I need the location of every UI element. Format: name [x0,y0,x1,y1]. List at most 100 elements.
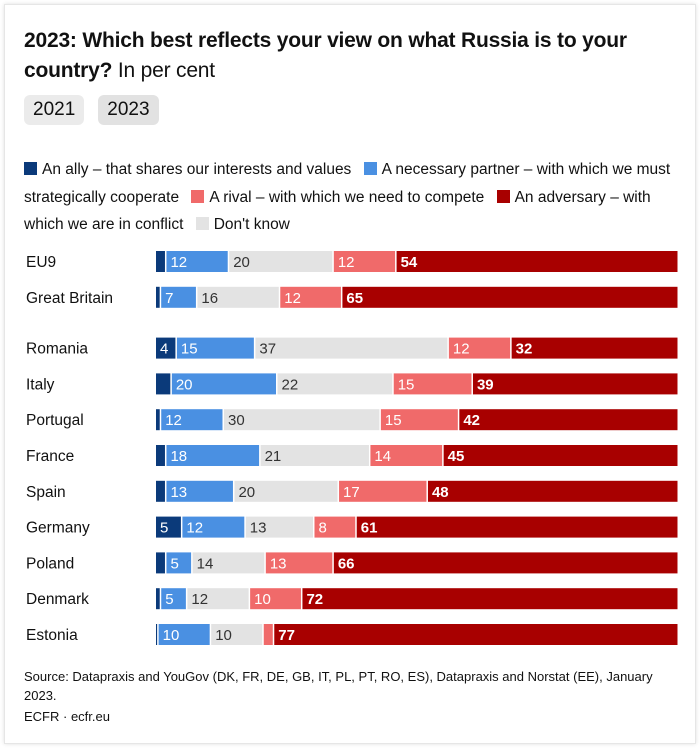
chart-legend: An ally – that shares our interests and … [24,156,674,239]
legend-item-ally: An ally – that shares our interests and … [24,161,351,178]
category-label-portugal: Portugal [26,412,84,429]
legend-swatch-partner [363,162,377,175]
bar-denmark-adversary [302,588,678,610]
bar-germany-partner [182,516,245,538]
value-label-great-britain-dontknow: 16 [201,290,218,307]
legend-swatch-adversary [496,189,510,203]
bar-spain-ally [156,480,165,502]
bar-france-partner [166,445,260,466]
year-toggle-2023[interactable]: 2023 [98,95,159,125]
bar-spain-dontknow [234,480,338,502]
value-label-germany-ally: 5 [160,520,168,537]
value-label-germany-dontknow: 13 [250,520,267,537]
bar-romania-adversary [511,337,678,359]
bar-spain-rival [339,480,427,502]
bar-romania-ally [156,337,176,359]
bar-estonia-partner [158,624,210,645]
year-toggle-group: 2021 2023 [24,95,159,125]
value-label-portugal-partner: 12 [165,412,182,429]
bar-france-ally [156,445,165,466]
category-label-romania: Romania [26,341,88,358]
value-label-great-britain-adversary: 65 [346,290,363,307]
year-toggle-2021[interactable]: 2021 [24,95,85,125]
brand-credit: ECFR · ecfr.eu [24,709,110,724]
legend-swatch-dontknow [195,217,209,230]
bar-germany-dontknow [245,516,313,538]
value-label-germany-partner: 12 [186,520,203,537]
bar-spain-adversary [427,480,678,502]
value-label-eu9-adversary: 54 [401,254,418,271]
legend-swatch-ally [24,162,37,175]
bar-denmark-partner [161,588,186,610]
bar-spain-partner [166,480,233,502]
bar-poland-adversary [333,552,678,574]
value-label-france-partner: 18 [170,448,187,465]
value-label-poland-partner: 5 [170,555,178,572]
chart-title: 2023: Which best reflects your view on w… [24,26,664,86]
bar-france-rival [370,445,443,466]
bar-denmark-ally [156,588,160,610]
bar-great-britain-ally [156,286,160,308]
value-label-france-dontknow: 21 [265,448,282,465]
value-label-eu9-dontknow: 20 [233,254,250,271]
value-label-italy-rival: 15 [398,376,415,393]
bar-france-dontknow [260,445,369,466]
value-label-poland-dontknow: 14 [197,555,214,572]
bar-germany-adversary [356,516,678,538]
legend-label-partner: A necessary partner – with which we must… [24,161,671,206]
bar-romania-partner [176,337,254,359]
category-label-estonia: Estonia [26,627,78,644]
legend-label-rival: A rival – with which we need to compete [209,188,485,206]
bar-portugal-ally [156,409,160,431]
value-label-spain-rival: 17 [343,484,360,501]
bar-estonia-dontknow [211,624,263,645]
chart-subtitle: In per cent [117,59,215,82]
category-label-eu9: EU9 [26,254,56,271]
legend-label-dontknow: Don't know [213,216,290,233]
value-label-denmark-rival: 10 [254,591,271,608]
category-label-france: France [26,448,74,465]
value-label-denmark-adversary: 72 [306,591,323,608]
category-label-italy: Italy [26,376,55,393]
category-label-great-britain: Great Britain [26,290,113,307]
value-label-france-rival: 14 [374,448,391,465]
bar-eu9-dontknow [229,251,333,272]
bar-poland-dontknow [192,552,265,574]
legend-swatch-rival [191,189,205,203]
bar-italy-dontknow [277,373,393,395]
value-label-poland-rival: 13 [270,555,287,572]
bar-portugal-partner [161,409,223,431]
value-label-portugal-rival: 15 [385,412,402,429]
value-label-spain-partner: 13 [170,484,187,501]
bar-portugal-dontknow [223,409,380,431]
legend-item-adversary: An adversary – with which we are in conf… [24,189,651,234]
bar-poland-ally [156,552,165,574]
category-label-spain: Spain [26,484,66,501]
value-label-estonia-dontknow: 10 [215,627,232,644]
value-label-italy-dontknow: 22 [282,376,299,393]
legend-label-ally: An ally – that shares our interests and … [42,161,352,178]
value-label-great-britain-partner: 7 [165,290,173,307]
chart-title-text: 2023: Which best reflects your view on w… [24,29,627,82]
value-label-romania-ally: 4 [160,341,168,358]
value-label-germany-adversary: 61 [361,520,378,537]
source-note: Source: Datapraxis and YouGov (DK, FR, D… [24,669,653,703]
bar-denmark-dontknow [187,588,249,610]
bar-portugal-adversary [459,409,678,431]
bar-denmark-rival [250,588,301,610]
bar-romania-dontknow [255,337,448,359]
bar-estonia-rival [263,624,273,645]
bar-eu9-rival [333,251,396,272]
value-label-romania-dontknow: 37 [259,341,276,358]
category-label-poland: Poland [26,555,74,572]
bar-romania-rival [448,337,511,359]
value-label-portugal-adversary: 42 [463,412,480,429]
bar-eu9-partner [166,251,228,272]
bar-italy-rival [393,373,472,395]
bar-great-britain-adversary [342,286,678,308]
value-label-spain-adversary: 48 [432,484,449,501]
bar-great-britain-partner [161,286,196,308]
value-label-great-britain-rival: 12 [284,290,301,307]
value-label-denmark-partner: 5 [165,591,173,608]
